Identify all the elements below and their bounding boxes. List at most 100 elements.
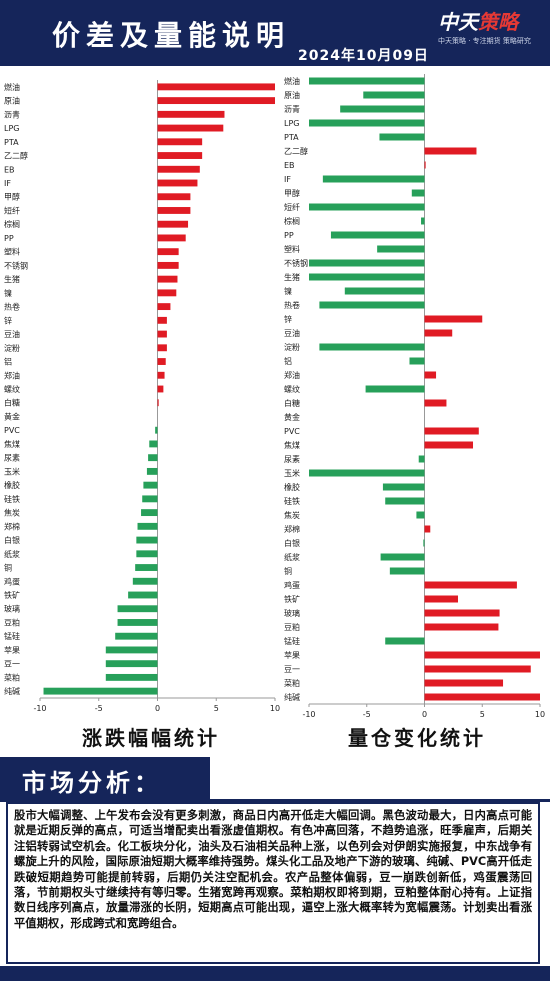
page-title: 价差及量能说明	[52, 19, 291, 52]
bar-玻璃	[424, 609, 500, 617]
bar-塑料	[377, 245, 425, 253]
bar-橡胶	[382, 483, 425, 491]
bar-纸浆	[136, 550, 158, 558]
bar-生猪	[157, 275, 178, 283]
market-analysis-text: 股市大幅调整、上午发布会没有更多刺激，商品日内高开低走大幅回调。黑色波动最大，日…	[6, 802, 540, 964]
bar-原油	[363, 91, 425, 99]
bar-郑油	[424, 371, 437, 379]
market-analysis-banner: 市场分析：	[0, 757, 210, 799]
category-label: 短纤	[4, 205, 20, 215]
bar-热卷	[157, 303, 171, 311]
bar-淀粉	[319, 343, 425, 351]
category-label: 乙二醇	[284, 146, 308, 156]
category-label: 尿素	[4, 453, 20, 463]
bar-玉米	[309, 469, 425, 477]
bar-郑棉	[137, 522, 158, 530]
category-label: LPG	[284, 119, 299, 128]
bar-热卷	[319, 301, 425, 309]
category-label: 铁矿	[284, 594, 300, 604]
x-tick-label: 10	[270, 704, 280, 713]
bar-PVC	[424, 427, 479, 435]
category-label: 锰硅	[4, 631, 20, 641]
category-label: 生猪	[4, 274, 20, 284]
category-label: 焦煤	[4, 439, 20, 449]
bar-玉米	[146, 467, 158, 475]
category-label: 郑油	[4, 370, 20, 380]
category-label: 纸浆	[284, 552, 300, 562]
category-label: 豆一	[4, 660, 20, 669]
bar-铁矿	[128, 591, 158, 599]
category-label: 铜	[4, 563, 12, 573]
bar-淀粉	[157, 344, 167, 352]
category-label: 锰硅	[284, 636, 300, 646]
bar-焦炭	[141, 509, 158, 517]
bar-镍	[157, 289, 177, 297]
bar-硅铁	[142, 495, 158, 503]
bar-PTA	[157, 138, 203, 146]
category-label: 白银	[284, 538, 300, 548]
bar-短纤	[309, 203, 425, 211]
bar-螺纹	[157, 385, 164, 393]
category-label: 纸浆	[4, 549, 20, 559]
category-label: 不锈钢	[4, 260, 28, 270]
category-label: 纯碱	[4, 686, 20, 696]
price-change-chart-title: 涨跌幅幅统计	[82, 726, 220, 750]
volume-position-chart-title: 量仓变化统计	[348, 726, 486, 750]
category-label: 焦煤	[284, 440, 300, 450]
bar-苹果	[105, 646, 158, 654]
bar-锌	[157, 316, 167, 324]
bar-白糖	[424, 399, 447, 407]
bar-焦炭	[416, 511, 425, 519]
category-label: 螺纹	[4, 384, 20, 394]
category-label: 菜粕	[284, 678, 300, 688]
bar-鸡蛋	[132, 577, 158, 585]
bar-豆油	[424, 329, 453, 337]
category-label: 铝	[4, 357, 12, 367]
category-label: 热卷	[4, 302, 20, 312]
category-label: 玻璃	[4, 604, 20, 614]
bar-PVC	[155, 426, 158, 434]
category-label: 苹果	[4, 645, 20, 655]
bar-LPG	[309, 119, 425, 127]
bar-豆粕	[117, 619, 158, 626]
bar-燃油	[157, 83, 275, 91]
category-label: 菜粕	[4, 672, 20, 682]
bar-螺纹	[365, 385, 425, 393]
category-label: 玉米	[4, 466, 20, 476]
category-label: 橡胶	[4, 480, 20, 490]
category-label: 硅铁	[284, 496, 300, 506]
footer-bar	[0, 966, 550, 981]
bar-铜	[135, 564, 158, 571]
category-label: 不锈钢	[284, 258, 308, 268]
bar-原油	[157, 97, 275, 105]
bar-铜	[389, 567, 425, 575]
bar-纸浆	[380, 553, 425, 561]
category-label: 白糖	[284, 398, 300, 408]
x-tick-label: 5	[480, 710, 485, 719]
category-label: 苹果	[284, 650, 300, 660]
category-label: 白糖	[4, 398, 20, 408]
category-label: 玻璃	[284, 608, 300, 618]
category-label: 白银	[4, 535, 20, 545]
bar-甲醇	[411, 189, 425, 197]
bar-LPG	[157, 124, 224, 132]
category-label: 塑料	[284, 244, 300, 254]
bar-镍	[344, 287, 425, 295]
bar-IF	[157, 179, 198, 187]
category-label: 原油	[284, 90, 300, 100]
bar-豆油	[157, 330, 167, 338]
bar-纯碱	[424, 693, 540, 701]
category-label: 淀粉	[4, 343, 20, 353]
category-label: 纯碱	[284, 692, 300, 702]
bar-铝	[409, 357, 425, 365]
bar-不锈钢	[157, 261, 179, 269]
bar-甲醇	[157, 193, 191, 201]
category-label: 原油	[4, 96, 20, 106]
header-banner: 价差及量能说明 2024年10月09日 中天策略 中天策略 · 专注期货 策略研…	[0, 0, 550, 66]
category-label: 锌	[4, 315, 12, 325]
bar-棕榈	[421, 217, 425, 225]
bar-铁矿	[424, 595, 458, 603]
